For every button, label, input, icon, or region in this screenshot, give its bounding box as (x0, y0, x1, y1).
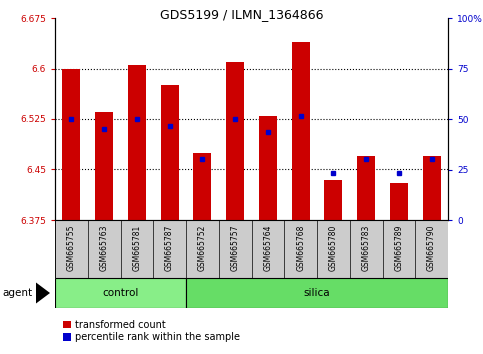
Text: GSM665789: GSM665789 (395, 225, 403, 271)
Bar (390, 183, 408, 220)
Bar (62, 69, 80, 220)
Text: GSM665783: GSM665783 (362, 225, 370, 271)
Text: GSM665768: GSM665768 (296, 225, 305, 271)
Bar (357, 156, 375, 220)
Bar (259, 116, 277, 220)
Text: GSM665755: GSM665755 (67, 225, 76, 271)
Text: agent: agent (2, 288, 32, 298)
Text: GSM665780: GSM665780 (329, 225, 338, 271)
Text: GSM665763: GSM665763 (99, 225, 109, 271)
Bar (95, 112, 113, 220)
Bar (226, 62, 244, 220)
Bar (292, 41, 310, 220)
Text: control: control (102, 288, 139, 298)
Bar (161, 85, 179, 220)
Polygon shape (36, 282, 50, 303)
Text: GSM665752: GSM665752 (198, 225, 207, 271)
Bar (186, 278, 448, 308)
Bar (55, 278, 186, 308)
Text: GSM665781: GSM665781 (132, 225, 142, 271)
Bar (128, 65, 146, 220)
Text: GDS5199 / ILMN_1364866: GDS5199 / ILMN_1364866 (160, 8, 323, 21)
Text: GSM665764: GSM665764 (263, 225, 272, 271)
Text: GSM665757: GSM665757 (230, 225, 240, 271)
Text: GSM665790: GSM665790 (427, 225, 436, 271)
Bar (193, 153, 212, 220)
Text: silica: silica (304, 288, 330, 298)
Legend: transformed count, percentile rank within the sample: transformed count, percentile rank withi… (63, 320, 240, 342)
Text: GSM665787: GSM665787 (165, 225, 174, 271)
Bar (423, 156, 440, 220)
Bar (325, 179, 342, 220)
